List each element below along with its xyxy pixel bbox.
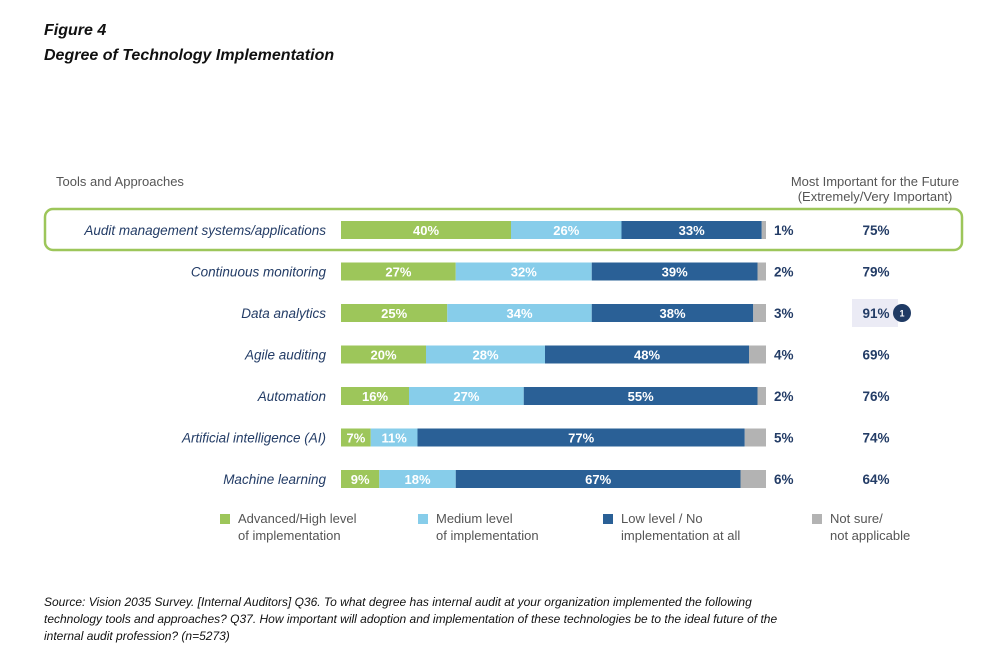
bar-value-label: 40%: [413, 223, 439, 238]
legend-label: Not sure/: [830, 511, 883, 526]
bar-segment: [409, 387, 524, 405]
bar-segment: [426, 345, 545, 364]
category-label: Data analytics: [241, 306, 326, 321]
bar-segment: [341, 345, 426, 364]
bar-value-label: 11%: [381, 431, 407, 446]
bar-segment: [379, 470, 456, 488]
right-header-line1: Most Important for the Future: [790, 174, 960, 189]
value-highlight-bg: [852, 299, 898, 327]
category-label: Automation: [257, 389, 326, 404]
figure-label: Figure 4: [44, 22, 107, 39]
footnote-badge-label: 1: [899, 309, 904, 319]
bar-segment: [341, 428, 371, 447]
category-label: Continuous monitoring: [191, 265, 327, 280]
bar-segment: [749, 345, 766, 364]
bar-segment: [621, 221, 762, 239]
legend-label: Medium level: [436, 511, 513, 526]
future-importance-value: 75%: [862, 223, 889, 238]
future-importance-value: 69%: [862, 348, 889, 363]
bar-value-label: 33%: [679, 223, 705, 238]
not-sure-value-label: 2%: [774, 389, 794, 404]
bar-segment: [341, 304, 448, 322]
future-importance-value: 91%: [862, 306, 889, 321]
not-sure-value-label: 6%: [774, 472, 794, 487]
bar-value-label: 28%: [472, 348, 498, 363]
left-column-header: Tools and Approaches: [56, 174, 184, 189]
bar-segment: [341, 387, 409, 405]
right-header-line2: (Extremely/Very Important): [797, 189, 953, 204]
bar-value-label: 27%: [453, 389, 479, 404]
bar-segment: [511, 221, 622, 239]
chart-title: Degree of Technology Implementation: [44, 47, 335, 64]
bar-segment: [455, 470, 741, 488]
bar-segment: [370, 428, 418, 447]
bar-segment: [545, 345, 749, 364]
bar-segment: [757, 387, 766, 405]
bar-segment: [753, 304, 766, 322]
not-sure-value-label: 3%: [774, 306, 794, 321]
bar-value-label: 9%: [351, 472, 370, 487]
source-note: Source: Vision 2035 Survey. [Internal Au…: [44, 595, 778, 643]
bar-value-label: 25%: [381, 306, 407, 321]
bar-segment: [591, 304, 754, 322]
legend-label: of implementation: [238, 528, 341, 543]
bar-segment: [341, 470, 380, 488]
right-column-header: Most Important for the Future (Extremely…: [770, 174, 980, 204]
highlight-box: [43, 207, 964, 252]
legend-item-not-sure: Not sure/not applicable: [812, 510, 910, 544]
bar-value-label: 27%: [385, 265, 411, 280]
bar-segment: [447, 304, 592, 322]
bar-value-label: 39%: [662, 265, 688, 280]
bar-segment: [455, 262, 592, 281]
not-sure-value-label: 1%: [774, 223, 794, 238]
legend-label: Low level / No: [621, 511, 703, 526]
legend-label: of implementation: [436, 528, 539, 543]
not-sure-value-label: 4%: [774, 348, 794, 363]
legend-swatch: [603, 514, 613, 524]
bar-value-label: 32%: [511, 265, 537, 280]
legend-item-low: Low level / No implementation at all: [603, 510, 740, 544]
bar-segment: [761, 221, 766, 239]
category-label: Agile auditing: [244, 348, 327, 363]
bar-segment: [523, 387, 758, 405]
bar-value-label: 18%: [404, 472, 430, 487]
bar-value-label: 20%: [370, 348, 396, 363]
category-label: Artificial intelligence (AI): [181, 431, 326, 446]
bar-segment: [341, 262, 456, 281]
bar-segment: [744, 428, 766, 447]
bar-value-label: 16%: [362, 389, 388, 404]
not-sure-value-label: 2%: [774, 265, 794, 280]
bar-segment: [740, 470, 766, 488]
future-importance-value: 79%: [862, 265, 889, 280]
bar-value-label: 26%: [553, 223, 579, 238]
bar-value-label: 55%: [628, 389, 654, 404]
bar-value-label: 77%: [568, 431, 594, 446]
bar-value-label: 34%: [506, 306, 532, 321]
legend-item-medium: Medium level of implementation: [418, 510, 539, 544]
category-label: Audit management systems/applications: [83, 223, 326, 238]
legend-swatch: [812, 514, 822, 524]
bar-segment: [341, 221, 511, 239]
future-importance-value: 76%: [862, 389, 889, 404]
bar-value-label: 38%: [659, 306, 685, 321]
bar-segment: [757, 262, 766, 281]
bar-segment: [417, 428, 745, 447]
legend-swatch: [220, 514, 230, 524]
footnote-badge: [893, 304, 911, 322]
legend-label: implementation at all: [621, 528, 741, 543]
not-sure-value-label: 5%: [774, 431, 794, 446]
future-importance-value: 74%: [862, 431, 889, 446]
bar-value-label: 67%: [585, 472, 611, 487]
legend-label: Advanced/High level: [238, 511, 357, 526]
legend-item-advanced: Advanced/High level of implementation: [220, 510, 357, 544]
legend-swatch: [418, 514, 428, 524]
bar-value-label: 7%: [346, 431, 365, 446]
bar-value-label: 48%: [634, 348, 660, 363]
future-importance-value: 64%: [862, 472, 889, 487]
legend-label: not applicable: [830, 528, 911, 543]
category-label: Machine learning: [223, 472, 326, 487]
bar-segment: [591, 262, 758, 281]
